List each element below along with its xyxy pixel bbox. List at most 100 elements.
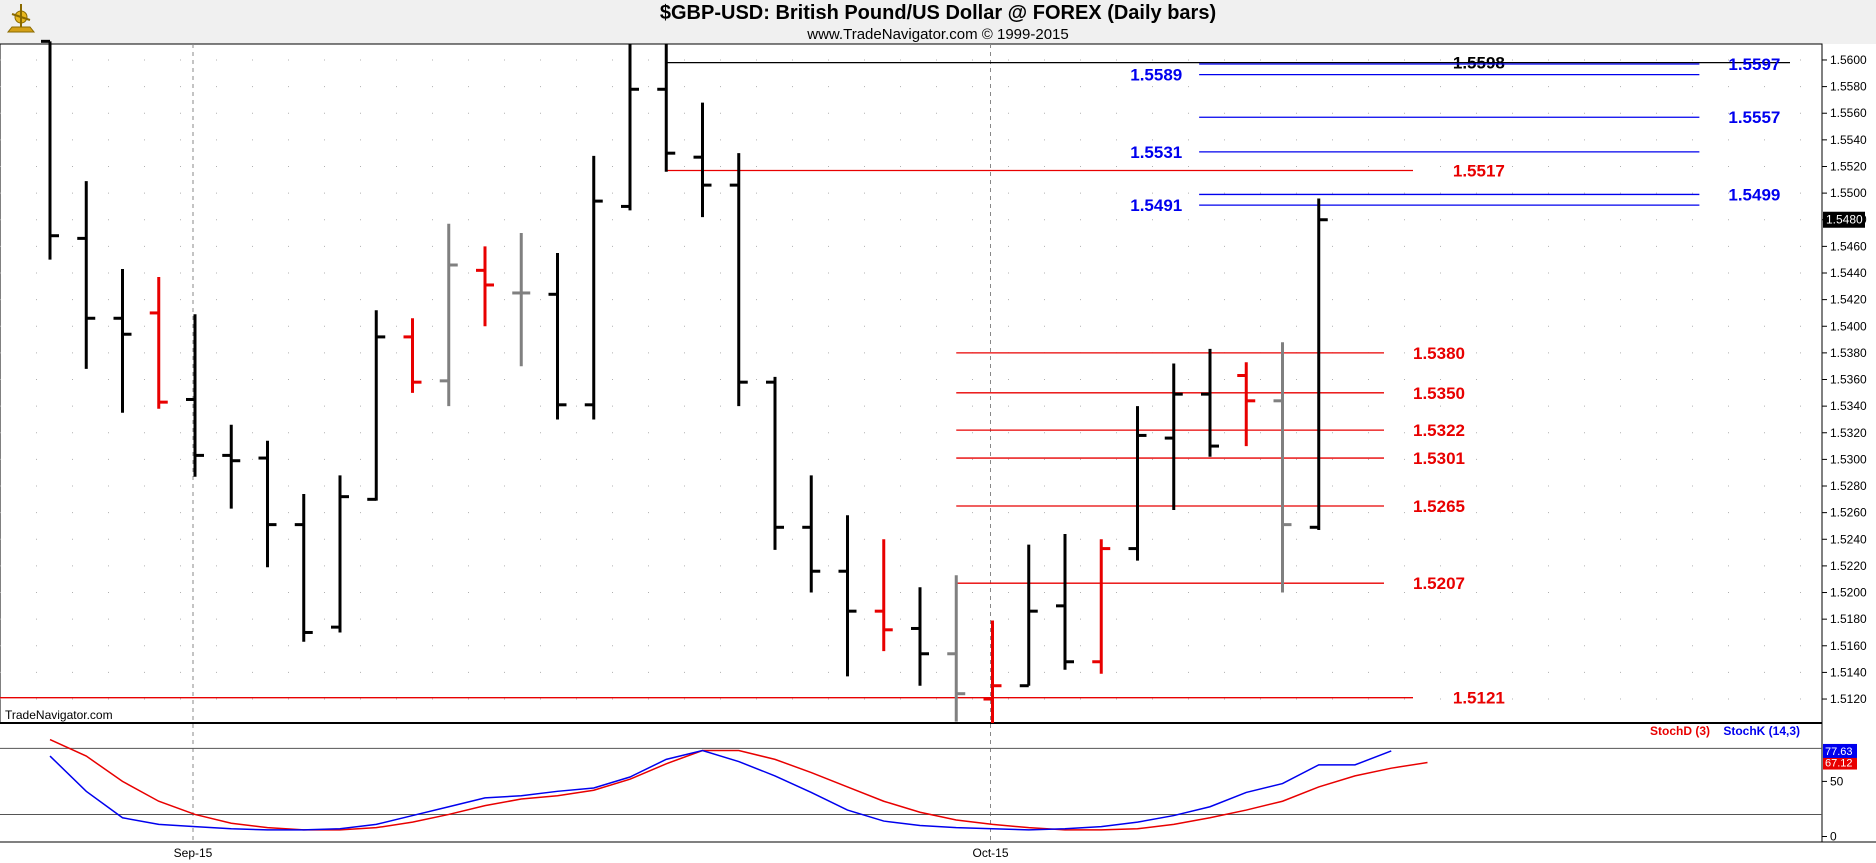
y-tick-label: 1.5140 [1830, 665, 1867, 679]
ohlc-bar [186, 314, 204, 477]
ohlc-bar [1237, 362, 1256, 447]
ohlc-bar [1273, 342, 1292, 593]
price-levels: 1.5598 1.5597 1.5589 1.5557 1.5531 1.5517 1.54… [0, 54, 1790, 708]
stoch-last-label: 77.63 [1825, 746, 1853, 758]
x-tick-label: Sep-15 [174, 846, 213, 860]
ohlc-bar [1128, 406, 1147, 561]
ohlc-bar [294, 494, 313, 642]
y-tick-label: 1.5600 [1830, 53, 1867, 67]
ohlc-bar [439, 223, 458, 407]
ohlc-bar [403, 318, 422, 393]
y-tick-label: 1.5360 [1830, 373, 1867, 387]
stoch-legend-k: StochK (14,3) [1723, 724, 1800, 738]
ohlc-bar [874, 539, 893, 652]
y-tick-label: 1.5540 [1830, 133, 1867, 147]
trade-navigator-logo-icon [6, 4, 36, 33]
y-tick-label: 1.5280 [1830, 479, 1867, 493]
ohlc-bar [331, 475, 349, 633]
y-tick-label: 1.5180 [1830, 612, 1867, 626]
ohlc-bar [729, 153, 748, 407]
price-level-label: 1.5265 [1413, 497, 1465, 516]
price-level-label: 1.5598 [1453, 54, 1505, 73]
ohlc-bar [149, 276, 168, 409]
ohlc-bar [911, 587, 929, 686]
y-tick-label: 1.5160 [1830, 639, 1867, 653]
ohlc-bar [367, 310, 386, 501]
last-price-label: 1.5480 [1826, 213, 1863, 227]
date-axis: Sep-15 Oct-15 [174, 846, 1009, 860]
watermark: TradeNavigator.com [5, 708, 113, 722]
ohlc-bar [1092, 539, 1111, 674]
price-level-label: 1.5350 [1413, 384, 1465, 403]
y-tick-label: 1.5420 [1830, 293, 1867, 307]
ohlc-bar [1201, 348, 1219, 457]
ohlc-bar [222, 424, 241, 509]
price-level-label: 1.5597 [1728, 55, 1780, 74]
stoch-last-label: 67.12 [1825, 758, 1853, 770]
y-tick-label: 1.5440 [1830, 266, 1867, 280]
y-tick-label: 1.5400 [1830, 319, 1867, 333]
ohlc-bar [693, 102, 712, 218]
y-tick-label: 1.5260 [1830, 506, 1867, 520]
ohlc-bar [1056, 533, 1074, 670]
ohlc-bar [1309, 198, 1328, 530]
y-tick-label: 1.5200 [1830, 586, 1867, 600]
ohlc-bar [476, 246, 494, 327]
y-tick-label: 1.5580 [1830, 80, 1867, 94]
price-level-label: 1.5491 [1130, 196, 1182, 215]
ohlc-bar [584, 155, 603, 420]
last-price-box [1823, 211, 1865, 228]
chart-subtitle: www.TradeNavigator.com © 1999-2015 [807, 26, 1069, 43]
price-level-label: 1.5207 [1413, 574, 1465, 593]
price-level-label: 1.5499 [1728, 185, 1780, 204]
price-level-label: 1.5301 [1413, 449, 1465, 468]
grid [0, 44, 1822, 842]
y-tick-label: 1.5120 [1830, 692, 1867, 706]
chart-header: $GBP-USD: British Pound/US Dollar @ FORE… [0, 0, 1876, 44]
y-tick-label: 1.5340 [1830, 399, 1867, 413]
y-tick-label: 1.5220 [1830, 559, 1867, 573]
y-tick-label: 1.5560 [1830, 106, 1867, 120]
y-tick-label: 1.5460 [1830, 239, 1867, 253]
ohlc-bar [512, 233, 531, 367]
y-tick-label: 1.5300 [1830, 452, 1867, 466]
y-tick-label: 1.5380 [1830, 346, 1867, 360]
ohlc-bar [113, 269, 132, 413]
price-panel-frame [0, 43, 1876, 843]
ohlc-bars [41, 39, 1328, 723]
stoch-y-tick-label: 0 [1830, 829, 1837, 843]
y-tick-label: 1.5320 [1830, 426, 1867, 440]
price-level-label: 1.5531 [1130, 143, 1182, 162]
price-level-label: 1.5121 [1453, 689, 1505, 708]
ohlc-bar [838, 515, 857, 677]
price-axis: 1.5120 1.5140 1.5160 1.5180 1.5200 1.5220 1.52… [1822, 53, 1867, 706]
ohlc-bar [1019, 544, 1038, 688]
ohlc-bar [258, 440, 277, 568]
price-level-label: 1.5517 [1453, 161, 1505, 180]
y-tick-label: 1.5520 [1830, 159, 1867, 173]
x-tick-label: Oct-15 [972, 846, 1008, 860]
y-tick-label: 1.5500 [1830, 186, 1867, 200]
ohlc-bar [548, 253, 567, 420]
ohlc-bar [766, 376, 784, 550]
stoch-series-line [49, 738, 1428, 831]
ohlc-bar [621, 44, 639, 211]
ohlc-bar [947, 575, 966, 722]
ohlc-bar [802, 475, 821, 593]
stoch-series-line [49, 749, 1392, 831]
stoch-y-tick-label: 50 [1830, 774, 1844, 788]
price-level-label: 1.5322 [1413, 421, 1465, 440]
stoch-last-box [1823, 755, 1857, 770]
price-level-label: 1.5557 [1728, 108, 1780, 127]
ohlc-bar [983, 620, 1002, 723]
stoch-legend-d: StochD (3) [1650, 724, 1710, 738]
stoch-last-box [1823, 743, 1857, 758]
price-level-label: 1.5380 [1413, 344, 1465, 363]
ohlc-bar [657, 44, 676, 172]
y-tick-label: 1.5240 [1830, 532, 1867, 546]
ohlc-bar [77, 181, 96, 369]
ohlc-bar [41, 39, 59, 260]
price-level-label: 1.5589 [1130, 66, 1182, 85]
